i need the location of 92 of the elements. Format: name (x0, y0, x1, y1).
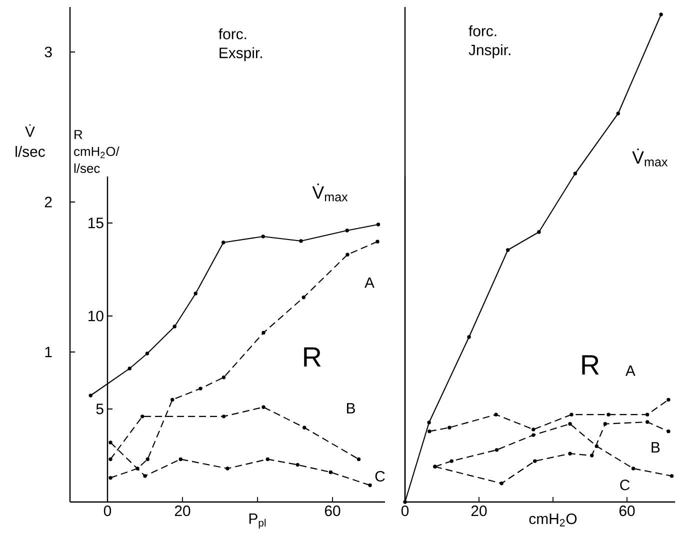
point (590, 454, 594, 458)
text: forc. Exspir. (218, 28, 262, 62)
point (108, 476, 112, 480)
x-tick-label: 60 (324, 506, 340, 516)
annotation: R (304, 347, 321, 367)
text: B (346, 403, 355, 414)
y-tick-label: 1 (45, 346, 52, 358)
point (136, 466, 140, 470)
text: forc. Jnspir. (468, 25, 510, 58)
point (467, 335, 471, 339)
y-axis-title: V̇ l/sec (16, 124, 45, 157)
x-axis-title: cmH$_{2}$O (529, 514, 577, 526)
series-label: C (375, 470, 385, 482)
y-tick-label: 2 (44, 196, 52, 208)
point (670, 474, 674, 478)
y-tick-label: 3 (44, 46, 52, 58)
y2-axis-title: R cmH$_{2}$O/ l/sec (74, 130, 120, 173)
y2-tick-label: 5 (96, 404, 104, 414)
series-label: B (652, 442, 660, 452)
point (198, 386, 202, 390)
point (261, 234, 265, 238)
point (500, 482, 504, 486)
point (506, 248, 510, 252)
annotation: R (582, 355, 599, 374)
point (570, 412, 574, 416)
point (194, 292, 198, 296)
point (659, 12, 663, 16)
point (368, 483, 372, 488)
point (376, 240, 380, 244)
point (533, 459, 537, 463)
point (631, 466, 636, 470)
series-label: C (620, 480, 630, 490)
x-tick-label: 20 (471, 506, 487, 516)
point (302, 426, 306, 430)
y2-tick-label: 10 (88, 310, 104, 322)
point (537, 230, 541, 234)
point (222, 376, 226, 380)
point (494, 448, 499, 452)
point (345, 228, 349, 232)
point (328, 470, 332, 474)
point (262, 405, 266, 409)
point (178, 457, 182, 462)
point (266, 457, 270, 462)
point (427, 420, 431, 424)
point (222, 240, 226, 244)
x-tick-label: 0 (104, 506, 112, 516)
point (302, 296, 306, 300)
point (494, 412, 498, 416)
point (666, 398, 670, 402)
point (140, 414, 144, 418)
point (606, 412, 610, 416)
point (143, 474, 147, 478)
text: A (625, 366, 636, 376)
point (594, 444, 599, 448)
point (450, 459, 454, 463)
point (170, 398, 174, 402)
point (568, 452, 572, 456)
point (403, 500, 407, 504)
x-tick-label: 0 (401, 506, 409, 516)
point (448, 426, 452, 430)
point (145, 352, 150, 356)
series-label: A (364, 277, 374, 288)
point (573, 172, 578, 176)
point (296, 462, 300, 467)
point (262, 330, 266, 335)
point (146, 457, 150, 462)
point (356, 457, 361, 462)
point (568, 422, 572, 426)
series-label: V̇$_{max}$ (312, 184, 348, 202)
x-tick-label: 20 (174, 506, 190, 516)
point (646, 420, 650, 424)
point (346, 252, 350, 256)
point (603, 422, 608, 426)
point (532, 433, 536, 437)
point (226, 466, 230, 470)
point (646, 412, 650, 416)
point (108, 457, 112, 462)
point (172, 324, 176, 328)
point (299, 239, 303, 243)
point (616, 112, 620, 116)
point (108, 440, 112, 444)
point (428, 429, 432, 434)
series-label: V̇$_{max}$ (632, 148, 668, 166)
point (376, 222, 380, 226)
x-axis-title: P$_{pl}$ (249, 514, 266, 529)
point (128, 366, 132, 370)
y2-tick-label: 15 (88, 218, 104, 228)
point (222, 414, 226, 418)
point (532, 428, 536, 432)
point (666, 429, 670, 434)
point (88, 394, 92, 398)
x-tick-label: 60 (619, 506, 635, 516)
